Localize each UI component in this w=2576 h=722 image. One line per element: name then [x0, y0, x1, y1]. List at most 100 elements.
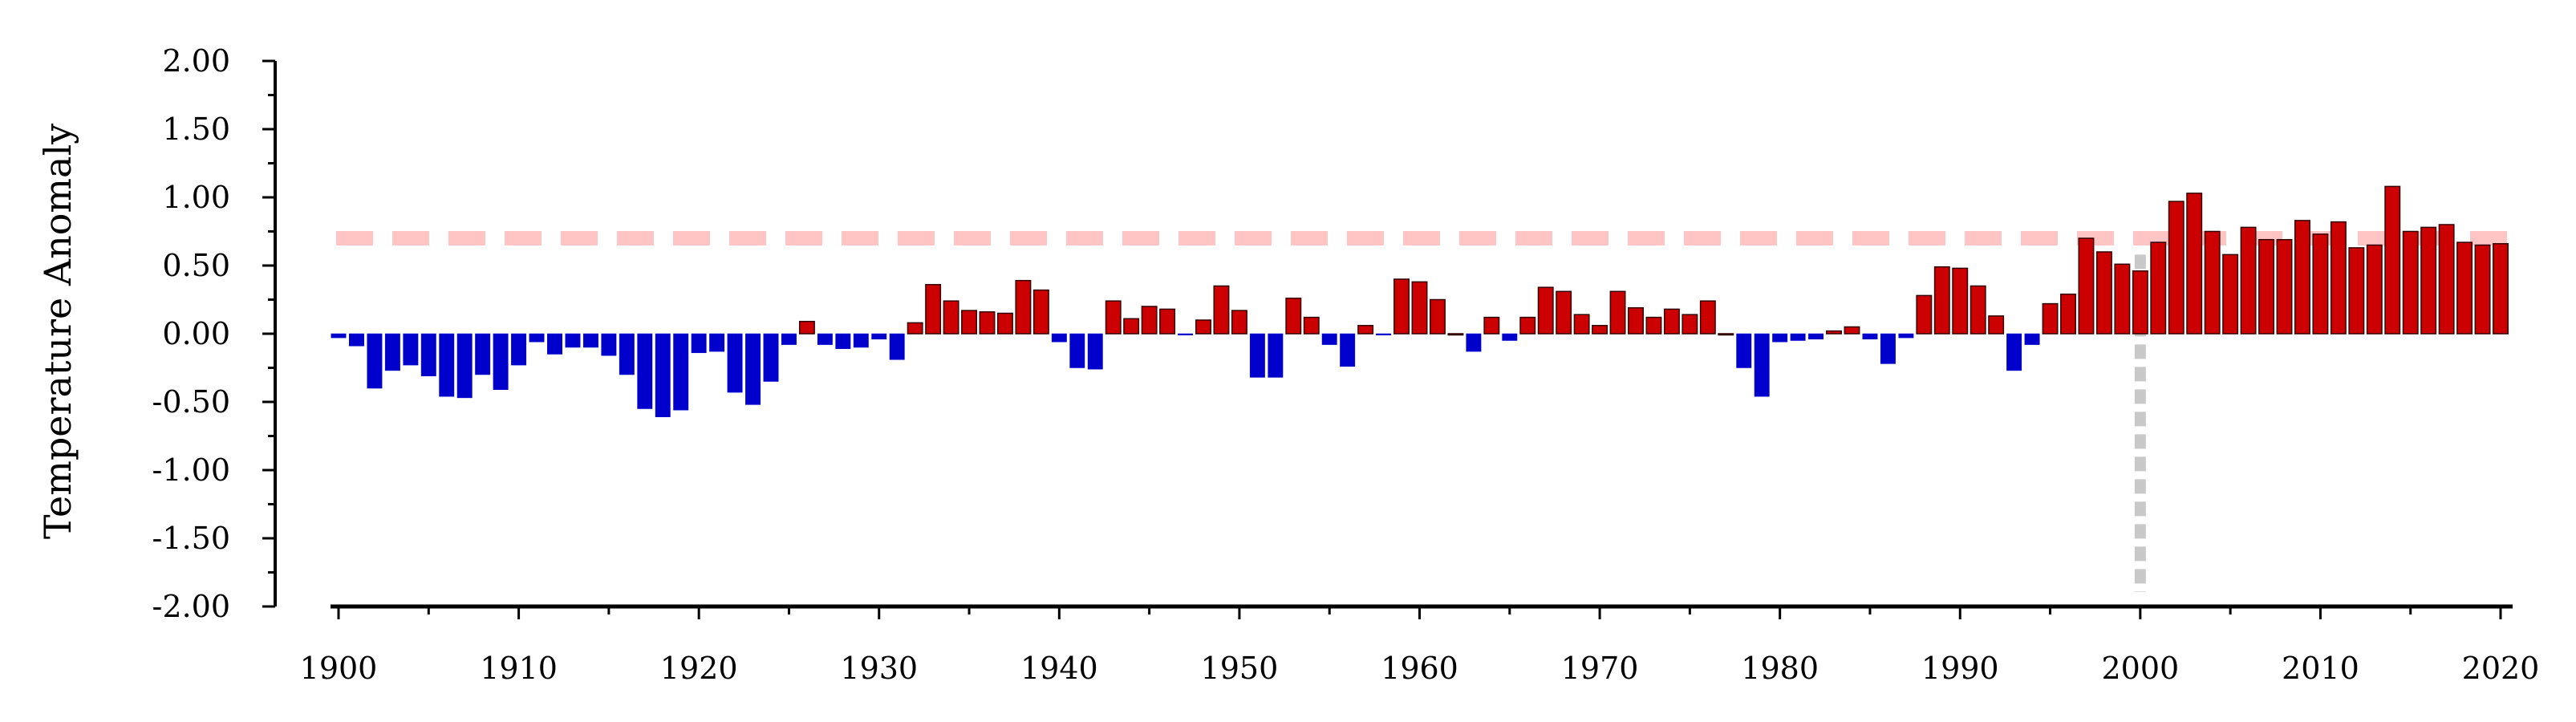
bar-1940: [1051, 333, 1067, 343]
bar-1922: [727, 333, 743, 393]
bar-2012: [2348, 247, 2365, 335]
bar-1969: [1573, 314, 1590, 335]
bar-2003: [2186, 193, 2203, 335]
bar-1931: [889, 333, 905, 360]
y-tick-label: 0.50: [162, 248, 230, 283]
bar-1902: [367, 333, 383, 389]
bar-1971: [1609, 290, 1626, 335]
bar-1994: [2024, 333, 2040, 345]
bar-2009: [2294, 220, 2310, 335]
bar-1965: [1502, 333, 1518, 341]
x-tick-label: 1950: [1201, 651, 1279, 686]
bar-2014: [2384, 185, 2401, 335]
bar-1933: [925, 284, 942, 335]
bar-1992: [1988, 315, 2005, 335]
y-tick-label: 0.00: [162, 316, 230, 351]
bar-1948: [1195, 319, 1211, 335]
bar-1927: [817, 333, 833, 345]
bar-1930: [871, 333, 887, 340]
bar-1954: [1303, 316, 1320, 335]
bar-1975: [1681, 314, 1698, 335]
bar-1939: [1032, 289, 1049, 335]
bar-1936: [979, 311, 996, 335]
bar-2019: [2474, 244, 2491, 335]
bar-1993: [2006, 333, 2022, 371]
bar-1985: [1862, 333, 1878, 340]
bar-1911: [529, 333, 545, 343]
bar-2016: [2420, 226, 2437, 335]
bar-1917: [637, 333, 653, 409]
bar-1942: [1087, 333, 1103, 370]
bar-1944: [1123, 318, 1140, 335]
bar-1964: [1483, 316, 1500, 335]
bar-1999: [2114, 263, 2131, 335]
bar-1903: [384, 333, 400, 371]
bar-1963: [1466, 333, 1482, 352]
bar-1901: [349, 333, 364, 347]
bar-1919: [673, 333, 689, 411]
bar-2007: [2258, 238, 2274, 335]
bar-1904: [403, 333, 419, 366]
bar-2013: [2366, 244, 2383, 335]
bar-2008: [2276, 238, 2293, 335]
bar-1932: [907, 322, 923, 335]
bar-1957: [1357, 325, 1374, 335]
bar-1968: [1556, 290, 1572, 335]
bar-2015: [2402, 230, 2419, 335]
y-axis: 2.00 1.50 1.00 0.50 0.00 -0.50 -1.00 -1.50 -2.00: [152, 43, 277, 624]
bar-1914: [582, 333, 598, 348]
bar-1949: [1213, 285, 1230, 335]
bar-1962: [1447, 333, 1464, 336]
bar-1960: [1411, 281, 1428, 335]
bar-1977: [1718, 333, 1734, 336]
bar-1961: [1430, 298, 1446, 335]
x-tick-label: 2000: [2101, 651, 2179, 686]
bar-2005: [2222, 254, 2239, 335]
bar-1909: [493, 333, 509, 390]
bar-1925: [781, 333, 797, 345]
bar-1970: [1592, 325, 1608, 335]
y-tick-label: 1.50: [162, 112, 230, 147]
y-tick-label: -1.50: [152, 521, 230, 556]
bar-1990: [1952, 267, 1969, 335]
bar-1991: [1970, 285, 1986, 335]
bar-1989: [1933, 266, 1950, 335]
bars-group: [331, 185, 2509, 417]
bar-2004: [2204, 230, 2221, 335]
bar-1918: [655, 333, 671, 417]
bar-1943: [1105, 300, 1122, 335]
y-tick-label: 1.00: [162, 180, 230, 215]
bar-1987: [1898, 333, 1914, 339]
bar-1988: [1916, 294, 1933, 335]
bar-1907: [456, 333, 473, 399]
bar-1953: [1285, 298, 1302, 335]
y-tick-label: -1.00: [152, 452, 230, 488]
bar-1986: [1880, 333, 1896, 364]
bar-1908: [475, 333, 491, 375]
bar-1924: [763, 333, 779, 382]
x-tick-label: 1960: [1381, 651, 1458, 686]
bar-1996: [2060, 293, 2076, 335]
bar-1929: [853, 333, 869, 348]
bar-1981: [1790, 333, 1806, 341]
bar-1979: [1754, 333, 1770, 397]
bar-1972: [1628, 306, 1644, 335]
bar-1935: [961, 310, 977, 335]
bar-1921: [709, 333, 725, 352]
y-tick-label: -2.00: [152, 589, 230, 624]
bar-2006: [2240, 226, 2257, 335]
bar-1974: [1663, 308, 1680, 335]
x-tick-label: 1980: [1741, 651, 1819, 686]
bar-1956: [1340, 333, 1356, 367]
bar-1928: [835, 333, 851, 349]
bar-1958: [1376, 333, 1392, 335]
bar-2018: [2456, 241, 2473, 335]
bar-2010: [2312, 233, 2329, 335]
x-tick-label: 1970: [1561, 651, 1639, 686]
bar-1998: [2095, 251, 2112, 335]
x-tick-label: 1900: [300, 651, 378, 686]
bar-1967: [1537, 286, 1554, 335]
bar-1997: [2078, 237, 2095, 335]
bar-1973: [1645, 316, 1662, 335]
bar-1980: [1772, 333, 1788, 343]
